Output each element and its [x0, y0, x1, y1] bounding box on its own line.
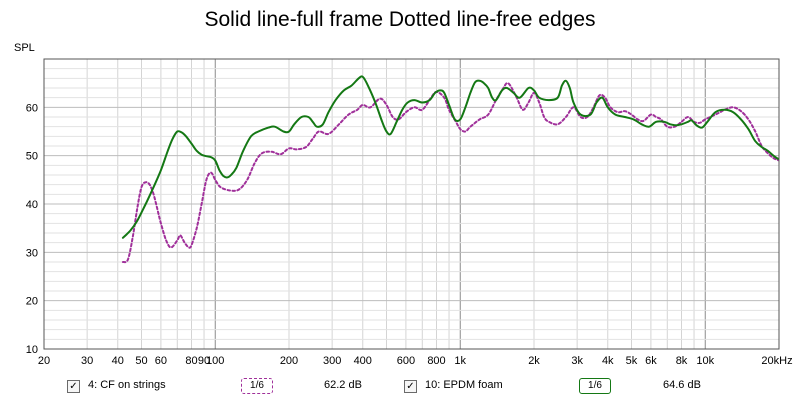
x-tick-label: 40: [112, 355, 124, 367]
x-tick-label: 1k: [454, 355, 466, 367]
smoothing-button-epdm[interactable]: 1/6: [579, 378, 611, 394]
x-tick-label: 4k: [602, 355, 614, 367]
legend-label-epdm: 10: EPDM foam: [425, 379, 503, 391]
x-tick-label: 10k: [696, 355, 714, 367]
grid: [43, 58, 780, 350]
x-tick-label: 3k: [571, 355, 583, 367]
legend-checkbox-epdm[interactable]: ✓: [404, 380, 417, 393]
x-tick-label: 400: [354, 355, 372, 367]
y-axis-label: SPL: [14, 42, 35, 54]
x-tick-label: 60: [155, 355, 167, 367]
series-group: [121, 75, 779, 264]
x-tick-label: 20: [38, 355, 50, 367]
y-tick-label: 30: [26, 247, 38, 259]
x-tick-label: 300: [323, 355, 341, 367]
y-tick-label: 60: [26, 102, 38, 114]
x-tick-label: 90: [198, 355, 210, 367]
y-tick-label: 40: [26, 199, 38, 211]
x-tick-label: 6k: [645, 355, 657, 367]
y-tick-label: 50: [26, 151, 38, 163]
x-tick-label: 30: [81, 355, 93, 367]
smoothing-button-cf[interactable]: 1/6: [241, 378, 273, 394]
legend-level-epdm: 64.6 dB: [663, 379, 701, 391]
legend-item-cf-on-strings: ✓ 4: CF on strings 1/6 62.2 dB: [0, 378, 400, 396]
x-tick-label: 20kHz: [761, 355, 792, 367]
x-tick-label: 80: [185, 355, 197, 367]
legend-label-cf: 4: CF on strings: [88, 379, 166, 391]
x-tick-label: 5k: [626, 355, 638, 367]
series-line-epdm-foam: [121, 75, 779, 239]
legend-checkbox-cf[interactable]: ✓: [67, 380, 80, 393]
x-tick-label: 800: [427, 355, 445, 367]
x-tick-label: 100: [206, 355, 224, 367]
legend-level-cf: 62.2 dB: [324, 379, 362, 391]
legend-item-epdm-foam: ✓ 10: EPDM foam 1/6 64.6 dB: [0, 378, 800, 396]
x-tick-label: 50: [135, 355, 147, 367]
x-tick-label: 600: [397, 355, 415, 367]
y-tick-label: 20: [26, 296, 38, 308]
x-tick-label: 2k: [528, 355, 540, 367]
chart-title: Solid line-full frame Dotted line-free e…: [204, 8, 596, 31]
x-tick-label: 200: [280, 355, 298, 367]
x-tick-label: 8k: [676, 355, 688, 367]
y-tick-label: 10: [26, 344, 38, 356]
plot-frame: [43, 58, 780, 350]
